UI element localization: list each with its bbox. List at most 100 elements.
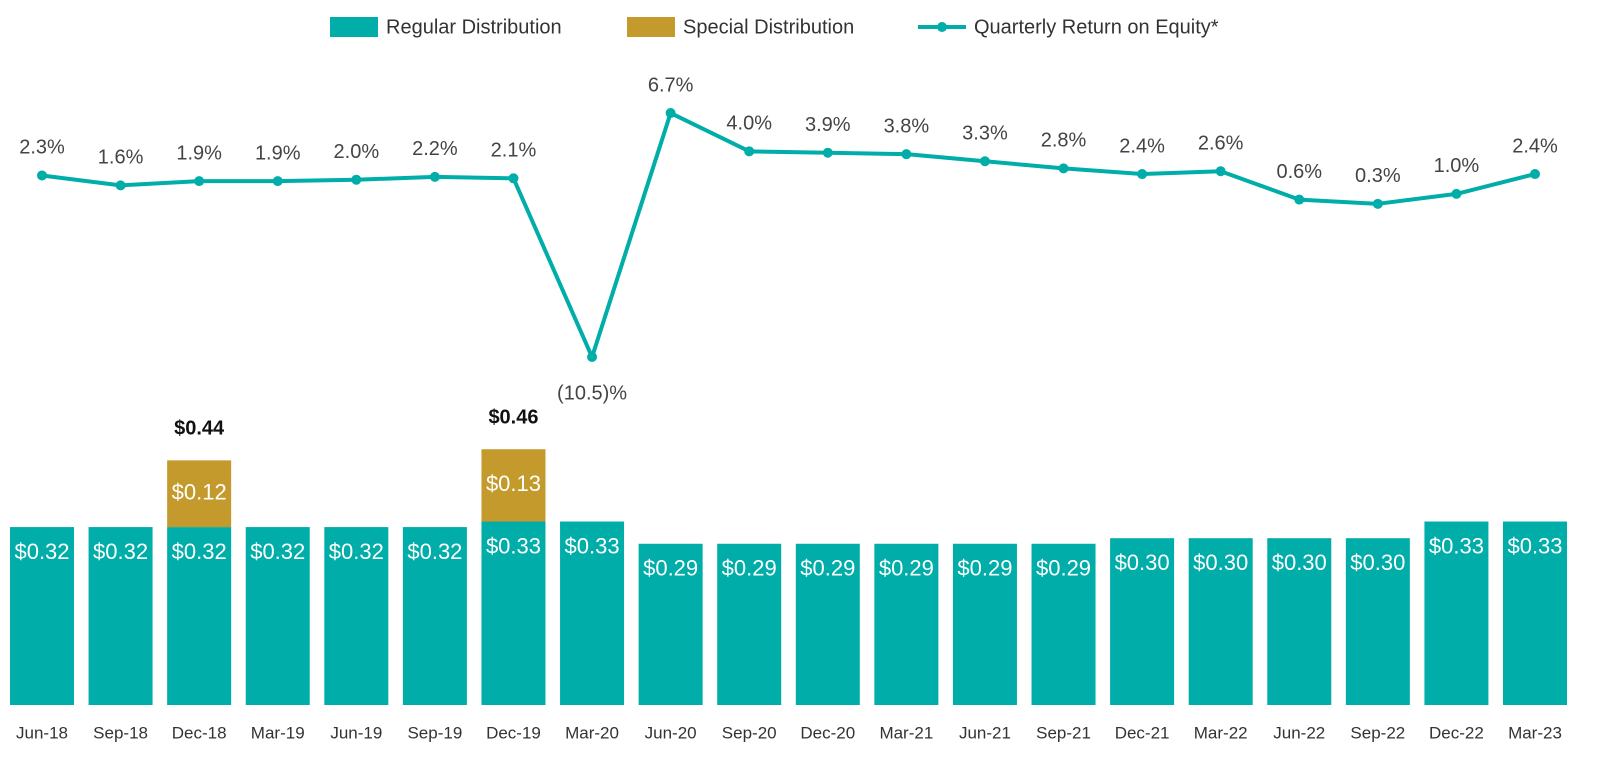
bar-label: $0.30 xyxy=(1272,550,1327,575)
bar-label: $0.32 xyxy=(250,539,305,564)
roe-point xyxy=(1451,188,1462,199)
x-tick-label: Sep-21 xyxy=(1036,723,1091,742)
bar xyxy=(795,543,860,705)
roe-line xyxy=(41,111,1536,360)
bar-label: $0.32 xyxy=(407,539,462,564)
x-tick-label: Dec-20 xyxy=(800,723,855,742)
bar xyxy=(88,527,153,705)
roe-label: 2.3% xyxy=(19,137,65,159)
roe-label: 1.9% xyxy=(176,142,222,164)
x-tick-label: Jun-19 xyxy=(330,723,382,742)
x-tick-label: Jun-20 xyxy=(645,723,697,742)
x-tick-label: Jun-21 xyxy=(959,723,1011,742)
bar-label: $0.29 xyxy=(722,556,777,581)
roe-label: 2.4% xyxy=(1119,135,1165,157)
bar xyxy=(638,543,703,705)
roe-point xyxy=(1137,169,1148,180)
bar-label: $0.30 xyxy=(1115,550,1170,575)
bar xyxy=(874,543,939,705)
legend-marker xyxy=(937,22,947,32)
roe-label: (10.5)% xyxy=(557,382,627,404)
legend-swatch xyxy=(330,17,378,37)
bar xyxy=(1188,538,1253,705)
x-tick-label: Mar-19 xyxy=(251,723,305,742)
roe-point xyxy=(1294,194,1305,205)
roe-label: 1.6% xyxy=(98,147,144,169)
legend-swatch xyxy=(627,17,675,37)
bar-label: $0.29 xyxy=(1036,556,1091,581)
roe-label: 2.1% xyxy=(491,140,537,162)
bar-label: $0.32 xyxy=(329,539,384,564)
bar-label: $0.33 xyxy=(486,533,541,558)
bar-label: $0.33 xyxy=(565,533,620,558)
legend-label: Quarterly Return on Equity* xyxy=(974,16,1219,38)
roe-label: 2.6% xyxy=(1198,132,1244,154)
roe-label: 0.3% xyxy=(1355,165,1401,187)
roe-label: 3.9% xyxy=(805,114,851,136)
roe-point xyxy=(1530,169,1540,180)
roe-label: 4.0% xyxy=(726,113,772,135)
legend-label: Special Distribution xyxy=(683,16,854,38)
x-tick-label: Dec-19 xyxy=(486,723,541,742)
x-tick-label: Mar-23 xyxy=(1508,723,1562,742)
bar xyxy=(1345,538,1410,705)
bar xyxy=(402,527,467,705)
bar-label: $0.32 xyxy=(93,539,148,564)
total-label: $0.44 xyxy=(174,418,225,440)
roe-point xyxy=(429,171,440,182)
x-tick-label: Sep-22 xyxy=(1350,723,1405,742)
roe-label: 2.8% xyxy=(1041,130,1087,152)
roe-point xyxy=(37,170,47,181)
bar xyxy=(952,543,1017,705)
bar xyxy=(10,527,74,705)
roe-point xyxy=(587,352,598,363)
x-tick-label: Dec-22 xyxy=(1429,723,1484,742)
x-tick-label: Sep-19 xyxy=(407,723,462,742)
roe-point xyxy=(272,176,283,187)
roe-label: 3.3% xyxy=(962,123,1008,145)
roe-label: 1.0% xyxy=(1434,155,1480,177)
x-tick-label: Dec-18 xyxy=(172,723,227,742)
roe-label: 2.4% xyxy=(1512,135,1558,157)
bar-label: $0.13 xyxy=(486,471,541,496)
bar xyxy=(481,521,546,705)
bar xyxy=(1031,543,1096,705)
bar-label: $0.12 xyxy=(172,480,227,505)
x-tick-label: Sep-20 xyxy=(722,723,777,742)
total-label: $0.46 xyxy=(488,407,538,429)
bar xyxy=(717,543,782,705)
roe-label: 0.6% xyxy=(1276,161,1322,183)
roe-point xyxy=(115,180,126,191)
bar-label: $0.29 xyxy=(879,556,934,581)
roe-point xyxy=(979,156,990,167)
bar-label: $0.33 xyxy=(1507,533,1562,558)
roe-point xyxy=(1372,198,1383,209)
roe-point xyxy=(665,108,676,119)
bar xyxy=(1503,521,1567,705)
bar xyxy=(167,460,232,528)
roe-label: 3.8% xyxy=(884,115,930,137)
x-tick-label: Mar-20 xyxy=(565,723,619,742)
roe-point xyxy=(822,147,833,158)
x-tick-label: Mar-22 xyxy=(1194,723,1248,742)
bar-label: $0.29 xyxy=(800,556,855,581)
roe-label: 1.9% xyxy=(255,142,301,164)
bar xyxy=(324,527,389,705)
bar-label: $0.32 xyxy=(172,539,227,564)
roe-point xyxy=(351,174,362,185)
bar-label: $0.30 xyxy=(1193,550,1248,575)
bar xyxy=(167,527,232,705)
roe-point xyxy=(744,146,755,157)
bar-label: $0.30 xyxy=(1350,550,1405,575)
bar-label: $0.29 xyxy=(957,556,1012,581)
roe-point xyxy=(508,173,519,184)
bar xyxy=(1110,538,1175,705)
roe-label: 2.2% xyxy=(412,138,458,160)
bar xyxy=(560,521,625,705)
x-tick-label: Dec-21 xyxy=(1115,723,1170,742)
roe-point xyxy=(1215,166,1226,177)
bar-label: $0.32 xyxy=(14,539,69,564)
roe-point xyxy=(1058,163,1069,174)
x-tick-label: Jun-22 xyxy=(1273,723,1325,742)
legend-label: Regular Distribution xyxy=(386,16,562,38)
